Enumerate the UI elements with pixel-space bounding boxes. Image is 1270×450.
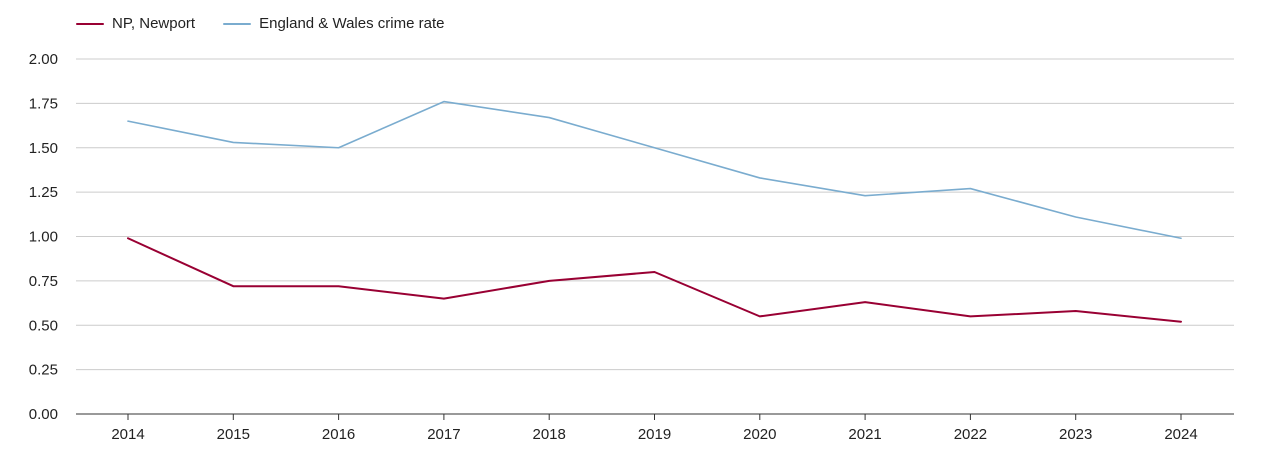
legend-label-england-wales: England & Wales crime rate: [259, 15, 445, 32]
x-tick-label: 2024: [1164, 426, 1197, 443]
legend-label-newport: NP, Newport: [112, 15, 196, 32]
gridlines: [76, 58, 1234, 371]
x-tick-label: 2021: [848, 426, 881, 443]
series-lines: [127, 100, 1182, 323]
series-line-newport[interactable]: [127, 237, 1182, 323]
x-tick-label: 2016: [322, 426, 355, 443]
chart-legend: NP, Newport England & Wales crime rate: [76, 14, 444, 34]
y-tick-label: 2.00: [29, 51, 58, 68]
x-tick-label: 2019: [638, 426, 671, 443]
y-tick-label: 1.00: [29, 229, 58, 246]
legend-swatch-newport: [76, 23, 104, 25]
x-tick-label: 2022: [954, 426, 987, 443]
y-tick-label: 0.25: [29, 362, 58, 379]
y-tick-label: 1.25: [29, 184, 58, 201]
axes: [76, 413, 1234, 420]
y-tick-label: 0.50: [29, 317, 58, 334]
x-tick-label: 2017: [427, 426, 460, 443]
legend-swatch-england-wales: [223, 23, 252, 25]
x-tick-label: 2018: [533, 426, 566, 443]
y-tick-label: 0.75: [29, 273, 58, 290]
y-tick-label: 0.00: [29, 406, 58, 423]
series-line-england-wales[interactable]: [127, 100, 1182, 240]
tick-labels: 0.00 0.25 0.50 0.75 1.00 1.25 1.50 1.75 2.00 2014…: [29, 51, 1198, 443]
y-tick-label: 1.50: [29, 140, 58, 157]
y-tick-label: 1.75: [29, 95, 58, 112]
legend-item-newport[interactable]: NP, Newport: [76, 14, 195, 34]
legend-item-england-wales[interactable]: England & Wales crime rate: [223, 14, 444, 34]
x-tick-label: 2020: [743, 426, 776, 443]
x-tick-label: 2015: [217, 426, 250, 443]
x-tick-label: 2014: [111, 426, 144, 443]
x-tick-label: 2023: [1059, 426, 1092, 443]
